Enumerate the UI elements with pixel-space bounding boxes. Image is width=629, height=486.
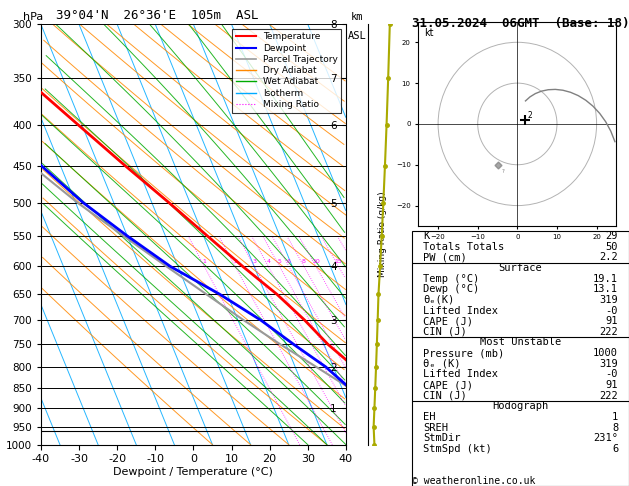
Text: 29: 29 <box>606 231 618 241</box>
Text: Totals Totals: Totals Totals <box>423 242 504 252</box>
Title: 39°04'N  26°36'E  105m  ASL: 39°04'N 26°36'E 105m ASL <box>55 9 258 22</box>
Text: km: km <box>351 12 363 22</box>
Text: Hodograph: Hodograph <box>493 401 548 411</box>
Text: K: K <box>423 231 429 241</box>
Text: 31.05.2024  06GMT  (Base: 18): 31.05.2024 06GMT (Base: 18) <box>412 17 629 30</box>
Legend: Temperature, Dewpoint, Parcel Trajectory, Dry Adiabat, Wet Adiabat, Isotherm, Mi: Temperature, Dewpoint, Parcel Trajectory… <box>232 29 342 113</box>
Text: SREH: SREH <box>423 422 448 433</box>
Text: Dewp (°C): Dewp (°C) <box>423 284 479 295</box>
Text: θₑ(K): θₑ(K) <box>423 295 454 305</box>
Text: PW (cm): PW (cm) <box>423 252 467 262</box>
Text: 13.1: 13.1 <box>593 284 618 295</box>
Text: CIN (J): CIN (J) <box>423 391 467 400</box>
Text: 4: 4 <box>266 259 270 264</box>
Text: Lifted Index: Lifted Index <box>423 306 498 315</box>
Text: 5: 5 <box>277 259 281 264</box>
Text: -0: -0 <box>606 306 618 315</box>
Text: 1: 1 <box>612 412 618 422</box>
Text: ?: ? <box>501 169 504 174</box>
Text: 319: 319 <box>599 359 618 369</box>
Text: CAPE (J): CAPE (J) <box>423 316 473 326</box>
Text: Mixing Ratio (g/kg): Mixing Ratio (g/kg) <box>377 191 387 278</box>
Text: kt: kt <box>424 28 434 38</box>
Text: 2: 2 <box>527 111 532 120</box>
Text: 8: 8 <box>612 422 618 433</box>
Text: 10: 10 <box>312 259 320 264</box>
Text: EH: EH <box>423 412 435 422</box>
Text: ASL: ASL <box>348 31 366 41</box>
Text: hPa: hPa <box>23 12 43 22</box>
Text: 6: 6 <box>287 259 291 264</box>
Text: © weatheronline.co.uk: © weatheronline.co.uk <box>412 476 535 486</box>
Text: 19.1: 19.1 <box>593 274 618 284</box>
Text: 2: 2 <box>233 259 237 264</box>
Text: 50: 50 <box>606 242 618 252</box>
Text: 231°: 231° <box>593 433 618 443</box>
Text: 2.2: 2.2 <box>599 252 618 262</box>
Text: 3: 3 <box>252 259 256 264</box>
X-axis label: Dewpoint / Temperature (°C): Dewpoint / Temperature (°C) <box>113 467 274 477</box>
Text: CIN (J): CIN (J) <box>423 327 467 337</box>
Text: Temp (°C): Temp (°C) <box>423 274 479 284</box>
Text: 319: 319 <box>599 295 618 305</box>
Text: CAPE (J): CAPE (J) <box>423 380 473 390</box>
Text: StmDir: StmDir <box>423 433 460 443</box>
Text: LCL: LCL <box>347 427 362 435</box>
Text: Most Unstable: Most Unstable <box>480 337 561 347</box>
Text: Surface: Surface <box>499 263 542 273</box>
Text: Pressure (mb): Pressure (mb) <box>423 348 504 358</box>
Text: 1000: 1000 <box>593 348 618 358</box>
Text: 8: 8 <box>302 259 306 264</box>
Text: Lifted Index: Lifted Index <box>423 369 498 380</box>
Text: 6: 6 <box>612 444 618 454</box>
Text: 15: 15 <box>335 259 342 264</box>
Text: -0: -0 <box>606 369 618 380</box>
Text: 222: 222 <box>599 391 618 400</box>
Text: θₑ (K): θₑ (K) <box>423 359 460 369</box>
Text: 222: 222 <box>599 327 618 337</box>
Text: 1: 1 <box>203 259 206 264</box>
Text: StmSpd (kt): StmSpd (kt) <box>423 444 492 454</box>
Text: 91: 91 <box>606 316 618 326</box>
Text: 91: 91 <box>606 380 618 390</box>
